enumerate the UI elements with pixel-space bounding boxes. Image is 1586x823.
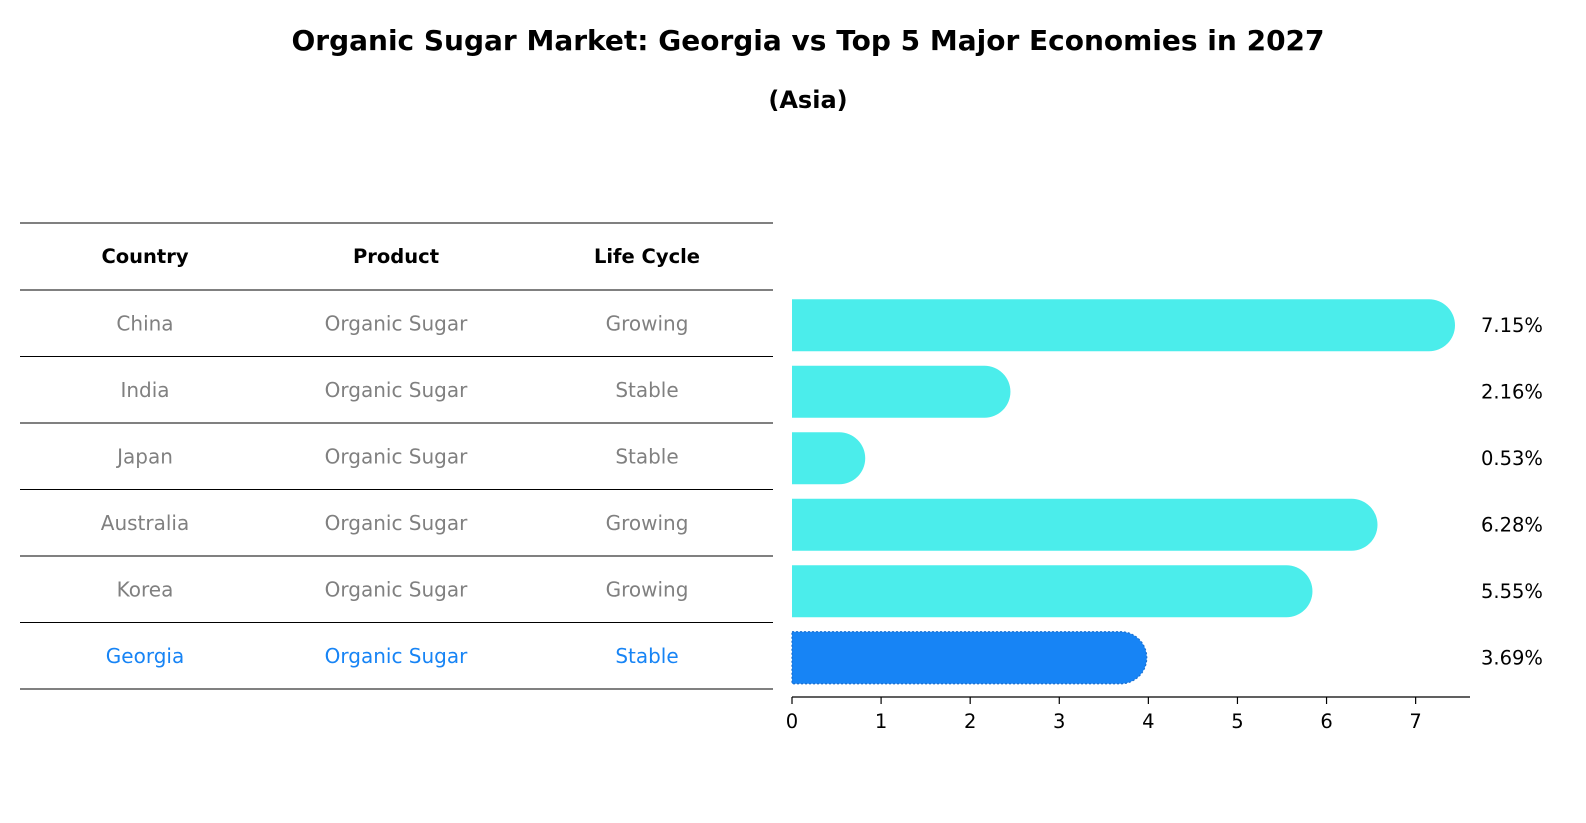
bar-korea bbox=[792, 565, 1313, 618]
x-tick-label: 3 bbox=[1053, 710, 1065, 733]
value-label-australia: 6.28% bbox=[1481, 513, 1543, 536]
chart-subtitle: (Asia) bbox=[768, 86, 847, 114]
bar-india bbox=[792, 365, 1011, 418]
table-cell-life-cycle: Stable bbox=[615, 444, 678, 468]
table-cell-country: Korea bbox=[117, 577, 174, 601]
bar-georgia bbox=[791, 631, 1148, 685]
value-labels: 7.15% 2.16% 0.53% 6.28% 5.55% 3.69% bbox=[1481, 314, 1543, 670]
table-header-product: Product bbox=[353, 245, 439, 268]
x-axis: 0 1 2 3 4 5 6 7 bbox=[786, 696, 1470, 733]
value-label-korea: 5.55% bbox=[1481, 580, 1543, 603]
table-row: Japan Organic Sugar Stable bbox=[115, 444, 679, 468]
bar-china bbox=[792, 299, 1455, 352]
table-cell-life-cycle: Growing bbox=[606, 511, 689, 535]
value-label-china: 7.15% bbox=[1481, 314, 1543, 337]
table-cell-product: Organic Sugar bbox=[325, 511, 468, 535]
x-tick-label: 4 bbox=[1142, 710, 1154, 733]
table-row: Australia Organic Sugar Growing bbox=[101, 511, 689, 535]
bar-japan bbox=[792, 432, 866, 485]
table-row: India Organic Sugar Stable bbox=[120, 378, 678, 402]
bar-australia bbox=[792, 498, 1378, 551]
table-row: Georgia Organic Sugar Stable bbox=[106, 644, 679, 668]
table-cell-life-cycle: Growing bbox=[606, 577, 689, 601]
x-tick-label: 6 bbox=[1320, 710, 1332, 733]
table-cell-country: Australia bbox=[101, 511, 189, 535]
chart-title: Organic Sugar Market: Georgia vs Top 5 M… bbox=[291, 24, 1324, 57]
x-tick-label: 2 bbox=[964, 710, 976, 733]
x-tick-label: 0 bbox=[786, 710, 798, 733]
table-cell-country: China bbox=[116, 311, 173, 335]
table-cell-product: Organic Sugar bbox=[325, 311, 468, 335]
x-tick-label: 5 bbox=[1231, 710, 1243, 733]
x-tick-label: 7 bbox=[1409, 710, 1421, 733]
table-cell-product: Organic Sugar bbox=[325, 644, 468, 668]
x-tick-label: 1 bbox=[875, 710, 887, 733]
table-row: Korea Organic Sugar Growing bbox=[117, 577, 689, 601]
table-header-life-cycle: Life Cycle bbox=[594, 245, 700, 268]
table-cell-country: India bbox=[120, 378, 169, 402]
table-cell-country: Georgia bbox=[106, 644, 184, 668]
value-label-japan: 0.53% bbox=[1481, 447, 1543, 470]
bar-series bbox=[791, 299, 1455, 685]
data-table: Country Product Life Cycle China Organic Sug… bbox=[20, 222, 773, 690]
value-label-india: 2.16% bbox=[1481, 380, 1543, 403]
table-cell-life-cycle: Stable bbox=[615, 378, 678, 402]
value-label-georgia: 3.69% bbox=[1481, 646, 1543, 669]
table-cell-product: Organic Sugar bbox=[325, 378, 468, 402]
table-cell-product: Organic Sugar bbox=[325, 444, 468, 468]
table-header-country: Country bbox=[101, 245, 188, 268]
table-row: China Organic Sugar Growing bbox=[116, 311, 688, 335]
table-cell-life-cycle: Growing bbox=[606, 311, 689, 335]
table-cell-product: Organic Sugar bbox=[325, 577, 468, 601]
table-cell-country: Japan bbox=[115, 444, 173, 468]
table-cell-life-cycle: Stable bbox=[615, 644, 678, 668]
